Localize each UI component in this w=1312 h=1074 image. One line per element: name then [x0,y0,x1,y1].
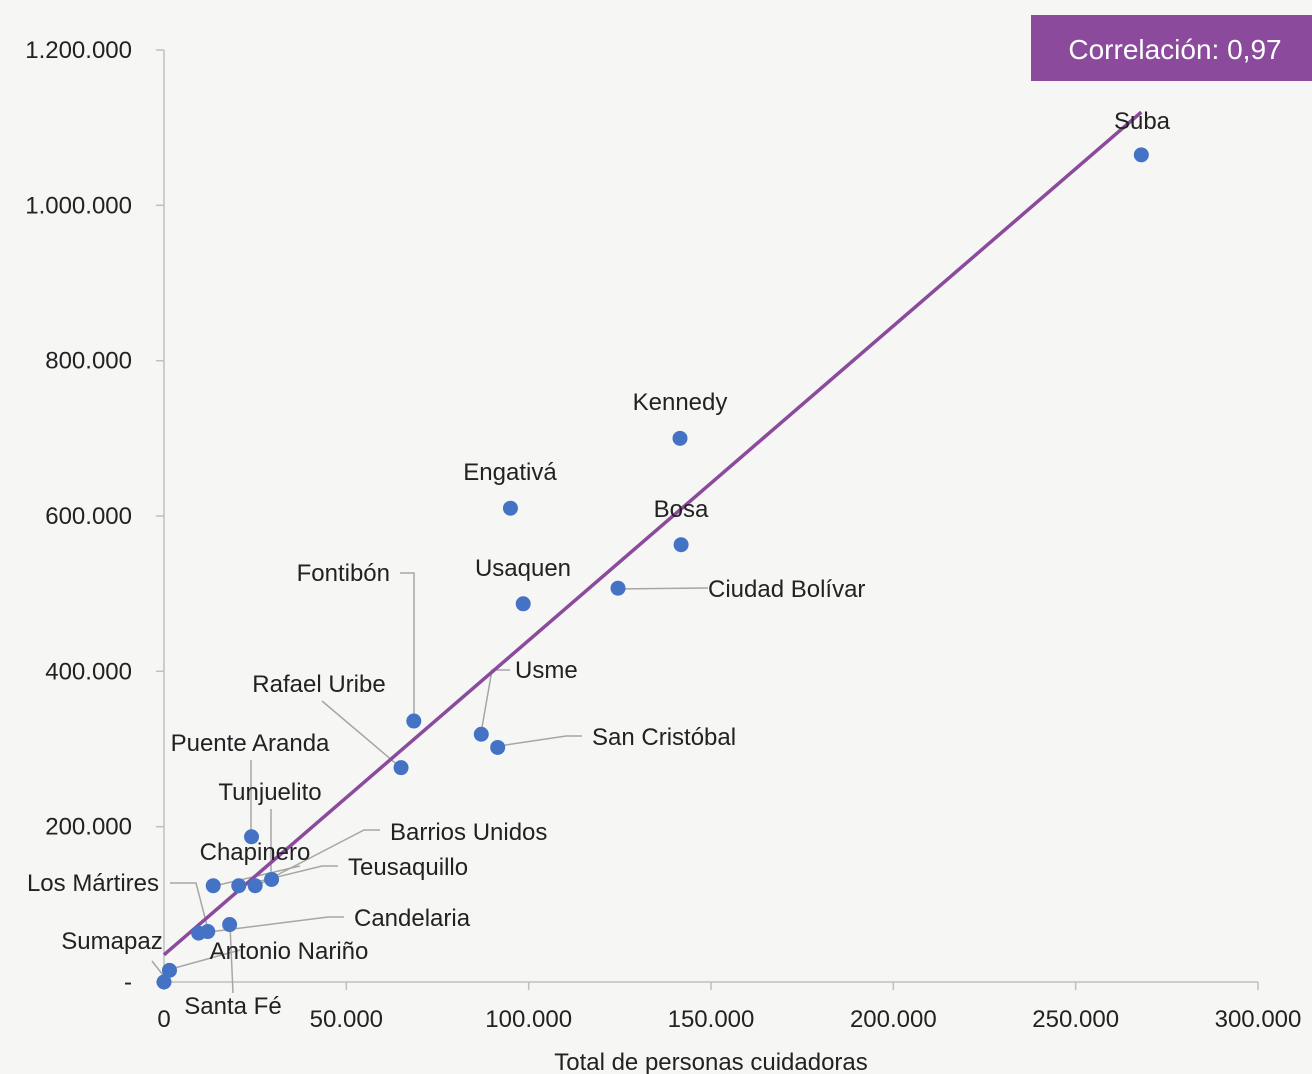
leader-line [400,572,415,720]
x-axis-title: Total de personas cuidadoras [554,1049,868,1074]
leader-line [229,924,234,994]
x-tick-label: 200.000 [850,1006,937,1033]
data-point [161,962,177,978]
point-label: Barrios Unidos [390,819,547,846]
x-tick-label: 0 [157,1006,170,1033]
point-label: Usme [515,657,578,684]
label-leader-lines [151,572,709,994]
y-tick-label: 1.200.000 [25,37,132,64]
data-point [244,829,260,845]
leader-line [170,882,210,934]
y-tick-label: 400.000 [45,658,132,685]
y-tick-label: - [124,969,132,996]
data-point [406,713,422,729]
point-label: Teusaquillo [348,854,468,881]
leader-line [321,700,401,768]
y-tick-label: 600.000 [45,503,132,530]
leader-line [170,949,241,970]
point-label: Ciudad Bolívar [708,576,865,603]
point-label: Chapinero [200,839,311,866]
data-point [156,974,172,990]
badge-text: Correlación: 0,97 [1068,34,1281,65]
data-point [247,878,263,894]
x-tick-label: 150.000 [668,1006,755,1033]
data-point [205,878,221,894]
point-label: San Cristóbal [592,724,736,751]
badge-background [1031,15,1312,81]
data-point [515,596,531,612]
point-label: Santa Fé [184,993,281,1020]
data-point [264,871,280,887]
data-point [610,580,626,596]
leader-line [200,916,344,934]
x-tick-label: 250.000 [1032,1006,1119,1033]
data-point [222,917,238,933]
trendline-path [162,110,1143,957]
leader-line [617,587,709,590]
point-label: Tunjuelito [218,779,321,806]
data-point [1133,147,1149,163]
data-point [393,760,409,776]
point-label: Rafael Uribe [252,671,385,698]
data-point [473,726,489,742]
point-label: Fontibón [297,560,390,587]
point-label: Usaquen [475,555,571,582]
x-tick-label: 300.000 [1215,1006,1302,1033]
point-label: Sumapaz [61,928,162,955]
axes: - 200.000 400.000 600.000 800.000 1.000.000 1.… [25,37,1301,1033]
point-label: Los Mártires [27,870,159,897]
y-tick-label: 1.000.000 [25,192,132,219]
point-label: Engativá [463,459,557,486]
y-tick-label: 200.000 [45,814,132,841]
data-point [231,878,247,894]
data-points [156,147,1149,990]
data-point [502,500,518,516]
point-labels: Suba Kennedy Engativá Bosa Usaquen Ciudad Bol… [27,108,1171,1020]
point-label: Candelaria [354,905,471,932]
data-point [191,925,207,941]
data-point [673,537,689,553]
y-tick-label: 800.000 [45,348,132,375]
data-point [672,430,688,446]
data-point [490,739,506,755]
point-label: Antonio Nariño [210,938,369,965]
trendline [162,110,1143,957]
correlation-badge: Correlación: 0,97 [1031,15,1312,81]
x-tick-label: 100.000 [485,1006,572,1033]
point-label: Bosa [654,496,709,523]
point-label: Kennedy [633,389,728,416]
leader-line [498,735,582,747]
point-label: Suba [1114,108,1171,135]
x-tick-label: 50.000 [310,1006,383,1033]
point-label: Puente Aranda [171,730,330,757]
